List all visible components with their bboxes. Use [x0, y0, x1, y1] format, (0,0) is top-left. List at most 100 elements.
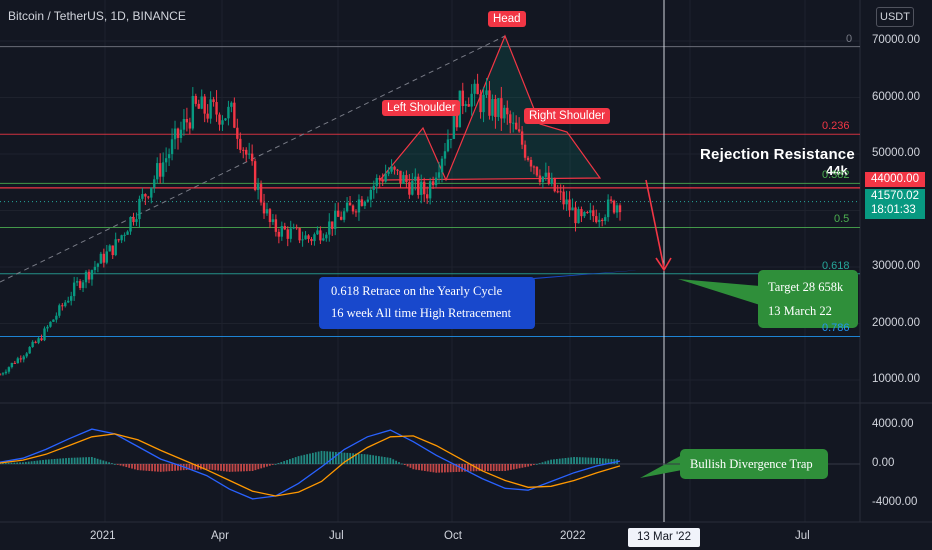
candle-body — [325, 234, 328, 239]
candle-body — [230, 102, 233, 107]
histogram-bar — [337, 452, 340, 464]
candle-body — [313, 234, 316, 242]
price-axis-label: 60000.00 — [872, 90, 920, 103]
histogram-bar — [547, 460, 550, 464]
candle-body — [491, 99, 494, 116]
histogram-bar — [283, 461, 286, 464]
histogram-bar — [214, 464, 217, 471]
grid — [0, 0, 932, 523]
candle-body — [517, 129, 521, 132]
histogram-bar — [10, 462, 13, 464]
candle-body — [150, 187, 153, 198]
histogram-bar — [458, 464, 461, 472]
candle-body — [43, 328, 46, 341]
candle-body — [108, 245, 111, 252]
histogram-bar — [136, 464, 139, 471]
candle-body — [372, 185, 375, 190]
histogram-bar — [340, 452, 343, 464]
histogram-bar — [268, 464, 271, 466]
candle-body — [417, 176, 420, 195]
candle-body — [0, 374, 2, 376]
histogram-bar — [240, 464, 243, 472]
histogram-bar — [406, 464, 409, 467]
candle-body — [538, 175, 542, 183]
candle-body — [532, 166, 536, 168]
candle-body — [203, 96, 206, 114]
histogram-bar — [42, 459, 44, 464]
candle-body — [93, 266, 97, 271]
candle-body — [550, 178, 553, 184]
time-axis-label: Jul — [329, 530, 344, 542]
candle-body — [69, 296, 73, 301]
candle-body — [84, 271, 88, 283]
histogram-bar — [596, 457, 598, 464]
histogram-bar — [99, 459, 102, 464]
histogram-bar — [492, 464, 495, 471]
candle-body — [114, 239, 117, 256]
histogram-bar — [530, 464, 532, 466]
histogram-bar — [426, 464, 429, 472]
candle-body — [336, 210, 340, 217]
histogram-bar — [111, 463, 113, 464]
histogram-bar — [50, 459, 53, 464]
histogram-bar — [541, 462, 544, 464]
histogram-bar — [208, 464, 211, 470]
price-axis-label: 70000.00 — [872, 34, 920, 46]
histogram-bar — [383, 457, 386, 464]
histogram-bar — [369, 454, 372, 464]
last-price-box: 41570.02 18:01:33 — [865, 189, 925, 219]
candle-body — [384, 173, 387, 182]
candle-body — [295, 227, 298, 229]
histogram-bar — [36, 460, 39, 464]
candle-body — [310, 238, 313, 242]
candle-body — [612, 200, 616, 213]
candle-body — [245, 149, 248, 155]
histogram-bar — [489, 464, 492, 471]
histogram-bar — [45, 459, 47, 464]
candle-body — [7, 367, 11, 372]
histogram-bar — [521, 464, 524, 468]
histogram-bar — [320, 450, 323, 464]
candle-body — [556, 191, 559, 193]
retrace-callout-line1: 0.618 Retrace on the Yearly Cycle — [331, 284, 503, 298]
histogram-bar — [257, 464, 260, 470]
target-callout-line2: 13 March 22 — [768, 304, 832, 318]
histogram-bar — [185, 464, 188, 471]
fib-label: 0.618 — [822, 259, 850, 272]
candle-body — [328, 221, 331, 235]
histogram-bar — [389, 457, 392, 464]
histogram-bar — [228, 464, 231, 472]
histogram-bar — [590, 457, 593, 464]
candle-body — [188, 122, 192, 129]
candle-body — [72, 282, 76, 297]
histogram-bar — [90, 457, 93, 464]
candle-body — [423, 181, 426, 195]
histogram-bar — [412, 464, 415, 470]
histogram-bar — [400, 463, 403, 465]
histogram-bar — [202, 464, 205, 470]
histogram-bar — [254, 464, 257, 471]
histogram-bar — [593, 457, 596, 464]
candle-body — [221, 120, 224, 125]
histogram-bar — [220, 464, 222, 471]
candle-body — [147, 196, 150, 198]
candle-body — [618, 205, 622, 213]
histogram-bar — [343, 452, 346, 464]
histogram-bar — [191, 464, 194, 470]
histogram-bar — [455, 464, 458, 472]
candle-body — [215, 102, 218, 115]
candle-body — [553, 178, 556, 192]
candle-body — [580, 209, 583, 217]
currency-button[interactable]: USDT — [876, 7, 914, 27]
overlays — [0, 0, 760, 522]
candle-body — [603, 217, 607, 221]
histogram-bar — [444, 464, 446, 473]
candle-body — [34, 341, 37, 343]
candle-body — [375, 177, 378, 186]
candle-body — [167, 154, 171, 159]
histogram-bar — [85, 457, 88, 464]
candle-body — [509, 114, 512, 124]
histogram-bar — [570, 457, 573, 464]
histogram-bar — [30, 461, 33, 464]
